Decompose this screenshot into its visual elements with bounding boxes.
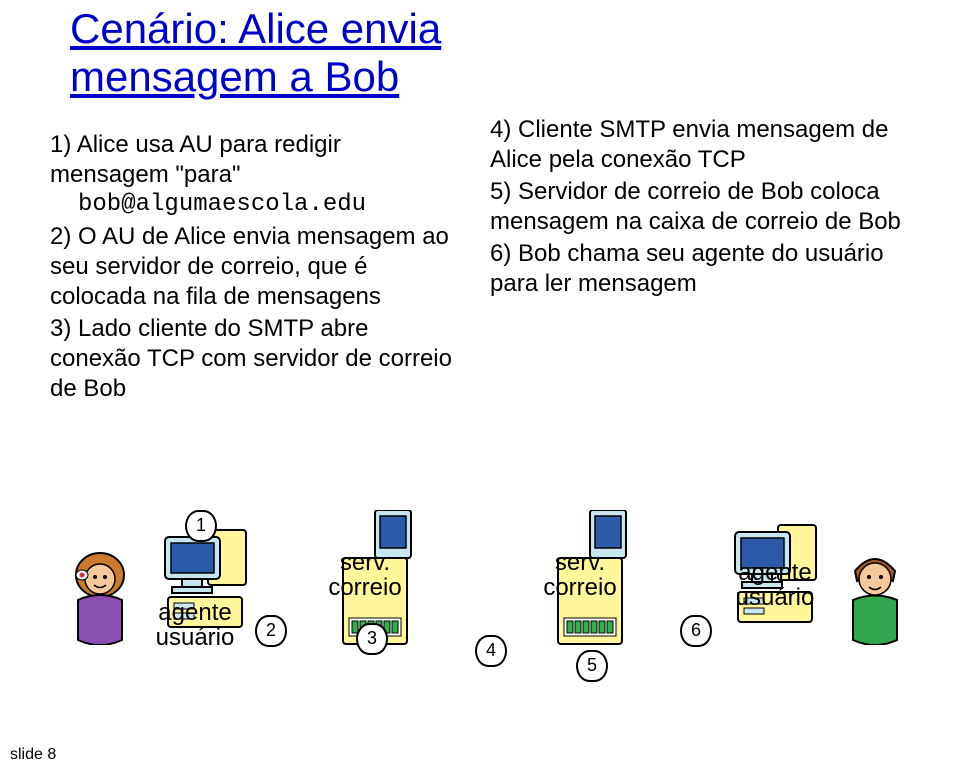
left-steps-list: 1) Alice usa AU para redigir mensagem "p…: [50, 130, 460, 406]
right-steps-list: 4) Cliente SMTP envia mensagem de Alice …: [490, 115, 930, 301]
step-text: Servidor de correio de Bob coloca mensag…: [490, 178, 901, 235]
list-item: 6) Bob chama seu agente do usuário para …: [490, 239, 930, 299]
step-text: Lado cliente do SMTP abre conexão TCP co…: [50, 315, 452, 402]
list-item: 1) Alice usa AU para redigir mensagem "p…: [50, 130, 460, 220]
step-marker-5: 5: [576, 650, 608, 682]
step-text: Bob chama seu agente do usuário para ler…: [490, 240, 884, 297]
scenario-diagram: agente usuário serv. correio: [60, 490, 900, 710]
step-num: 3): [50, 315, 71, 342]
bob-icon: [835, 545, 915, 645]
step-num: 5): [490, 178, 511, 205]
step-marker-6: 6: [680, 615, 712, 647]
server-left-label: serv. correio: [315, 550, 415, 600]
step-marker-3: 3: [356, 623, 388, 655]
step-marker-4: 4: [475, 635, 507, 667]
step-text: O AU de Alice envia mensagem ao seu serv…: [50, 223, 449, 310]
title-line1: Cenário: Alice envia: [70, 5, 441, 52]
list-item: 2) O AU de Alice envia mensagem ao seu s…: [50, 222, 460, 312]
alice-icon: [60, 545, 140, 645]
list-item: 4) Cliente SMTP envia mensagem de Alice …: [490, 115, 930, 175]
step-sub: bob@algumaescola.edu: [50, 190, 460, 220]
step-marker-1: 1: [185, 510, 217, 542]
slide-title: Cenário: Alice envia mensagem a Bob: [70, 5, 441, 102]
slide-number: slide 8: [10, 746, 56, 764]
server-right-label: serv. correio: [530, 550, 630, 600]
step-num: 1): [50, 131, 71, 158]
list-item: 5) Servidor de correio de Bob coloca men…: [490, 177, 930, 237]
step-text: Cliente SMTP envia mensagem de Alice pel…: [490, 116, 888, 173]
agent-right-label: agente usuário: [720, 560, 830, 610]
step-num: 2): [50, 223, 71, 250]
step-marker-2: 2: [255, 615, 287, 647]
step-num: 4): [490, 116, 511, 143]
agent-left-label: agente usuário: [140, 600, 250, 650]
step-num: 6): [490, 240, 511, 267]
step-text: Alice usa AU para redigir mensagem "para…: [50, 131, 341, 188]
title-line2: mensagem a Bob: [70, 53, 399, 100]
list-item: 3) Lado cliente do SMTP abre conexão TCP…: [50, 314, 460, 404]
